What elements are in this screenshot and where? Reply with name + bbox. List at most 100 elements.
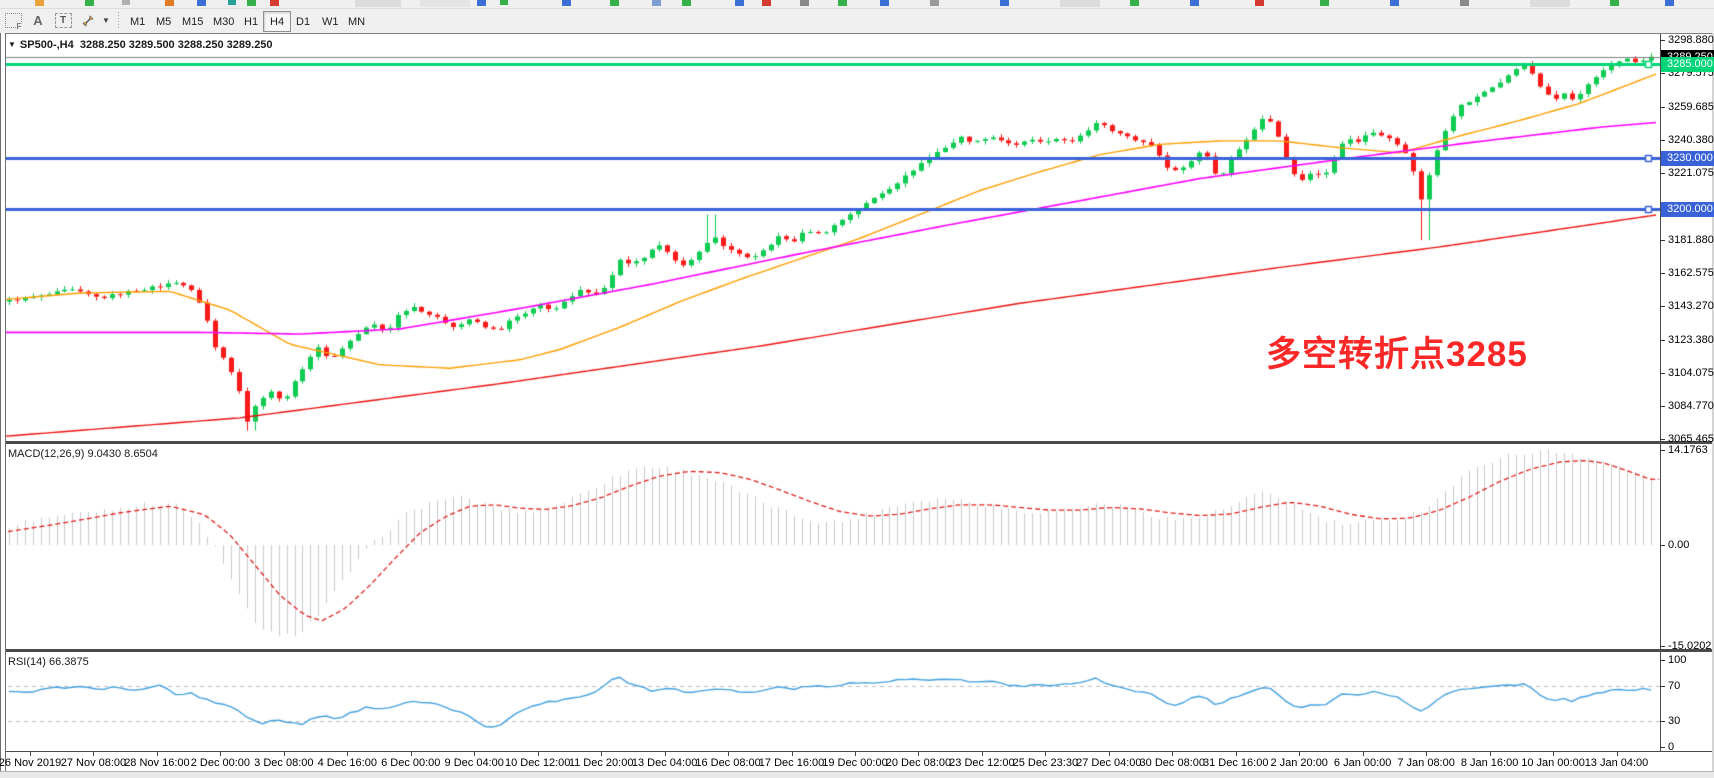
price-axis-border xyxy=(1660,34,1661,752)
clipped-upper-toolbar xyxy=(0,0,1714,9)
arrows-tool-icon[interactable] xyxy=(79,11,97,30)
toolbar-icon-fragment xyxy=(1665,0,1674,6)
symbol-dropdown-icon[interactable]: ▼ xyxy=(8,40,16,49)
timeframe-button-H1[interactable]: H1 xyxy=(244,15,259,28)
date-tick-mark xyxy=(474,752,476,756)
price-tick-mark xyxy=(1660,240,1665,242)
date-tick-mark xyxy=(537,752,539,756)
date-tick-mark xyxy=(283,752,285,756)
date-axis-label: 10 Jan 00:00 xyxy=(1521,757,1585,769)
text-box-tool-icon[interactable]: T xyxy=(53,11,73,30)
timeframe-button-M5[interactable]: M5 xyxy=(156,15,172,28)
date-axis-label: 27 Dec 04:00 xyxy=(1076,757,1142,769)
date-axis-label: 7 Jan 08:00 xyxy=(1397,757,1455,769)
toolbar-icon-fragment xyxy=(1320,0,1329,6)
date-tick-mark xyxy=(1362,752,1364,756)
date-tick-mark xyxy=(410,752,412,756)
timeframe-button-M30[interactable]: M30 xyxy=(213,15,235,28)
price-tick-mark xyxy=(1660,140,1665,142)
symbol-name: SP500-,H4 xyxy=(19,39,74,51)
rsi-axis-label: 100 xyxy=(1668,654,1687,666)
rsi-panel-canvas[interactable] xyxy=(0,652,1660,751)
toolbar-icon-fragment xyxy=(500,0,508,5)
price-axis-label: 3065.465 xyxy=(1668,433,1714,446)
price-tick-mark xyxy=(1660,439,1665,441)
toolbar-icon-fragment xyxy=(35,0,44,6)
timeframe-button-W1[interactable]: W1 xyxy=(322,15,339,28)
toolbar-icon-fragment xyxy=(652,0,661,6)
rsi-tick-mark xyxy=(1660,747,1665,748)
price-tick-mark xyxy=(1660,406,1665,408)
toolbar-icon-fragment xyxy=(1255,0,1264,6)
date-tick-mark xyxy=(1489,752,1491,756)
timeframe-button-MN[interactable]: MN xyxy=(348,15,366,28)
date-axis-label: 16 Dec 08:00 xyxy=(695,757,761,769)
toolbar-icon-fragment xyxy=(165,0,174,6)
date-axis-label: 25 Dec 23:30 xyxy=(1012,757,1079,769)
price-tick-mark xyxy=(1660,73,1665,75)
toolbar-icon-fragment xyxy=(355,0,401,7)
toolbar-icon-fragment xyxy=(1130,0,1139,6)
timeframe-button-D1[interactable]: D1 xyxy=(296,15,311,28)
toolbar-icon-fragment xyxy=(85,0,94,6)
rsi-tick-mark xyxy=(1660,686,1665,688)
price-axis-label: 3143.270 xyxy=(1668,300,1714,313)
toolbar-icon-fragment xyxy=(610,0,619,6)
toolbar-icon-fragment xyxy=(1460,0,1469,6)
date-axis-label: 30 Dec 08:00 xyxy=(1139,757,1205,769)
rsi-tick-mark xyxy=(1660,660,1665,661)
date-axis-label: 17 Dec 16:00 xyxy=(758,757,825,769)
ohlc-values: 3288.250 3289.500 3288.250 3289.250 xyxy=(79,39,273,51)
date-tick-mark xyxy=(1426,752,1428,756)
chart-annotation-text[interactable]: 多空转折点3285 xyxy=(1266,335,1528,374)
toolbar-icon-fragment xyxy=(562,0,571,6)
price-tick-mark xyxy=(1660,107,1665,109)
price-axis-label: 3240.380 xyxy=(1668,134,1714,147)
date-axis-label: 13 Dec 04:00 xyxy=(631,757,698,769)
toolbar-icon-fragment xyxy=(735,0,744,6)
toolbar-icon-fragment xyxy=(838,0,847,6)
toolbar-icon-fragment xyxy=(247,0,256,6)
tools-dropdown[interactable]: ▼ xyxy=(100,11,112,30)
date-tick-mark xyxy=(347,752,349,756)
toolbar-icon-fragment xyxy=(800,0,809,6)
date-tick-mark xyxy=(918,752,920,756)
date-axis-label: 3 Dec 08:00 xyxy=(254,757,314,769)
date-tick-mark xyxy=(1299,752,1301,756)
macd-axis-label: -15.0202 xyxy=(1668,639,1712,652)
price-badge: 3285.000 xyxy=(1661,56,1714,72)
macd-panel-canvas[interactable] xyxy=(0,444,1660,649)
price-axis-label: 3298.880 xyxy=(1668,34,1714,47)
date-tick-mark xyxy=(1616,752,1618,756)
date-axis-label: 2 Dec 00:00 xyxy=(190,757,251,769)
letter-a-icon: A xyxy=(33,13,43,28)
timeframe-button-M1[interactable]: M1 xyxy=(130,15,146,28)
date-axis-label: 26 Nov 2019 xyxy=(0,757,62,769)
price-badge: 3230.000 xyxy=(1661,151,1714,166)
date-tick-mark xyxy=(220,752,222,756)
price-tick-mark xyxy=(1660,273,1665,275)
panel-separator[interactable] xyxy=(0,441,1714,444)
price-tick-mark xyxy=(1660,40,1665,42)
price-badge: 3200.000 xyxy=(1661,202,1714,218)
rsi-tick-mark xyxy=(1660,720,1665,722)
date-tick-mark xyxy=(93,752,95,756)
price-axis-label: 3221.075 xyxy=(1668,167,1714,180)
indicator-grid-icon[interactable]: F xyxy=(2,11,24,31)
panel-separator[interactable] xyxy=(0,649,1714,652)
text-label-tool-icon[interactable]: A xyxy=(29,11,47,30)
timeframe-button-M15[interactable]: M15 xyxy=(182,15,204,28)
macd-tick-mark xyxy=(1660,545,1665,546)
macd-axis-label: 0.00 xyxy=(1668,539,1690,551)
toolbar-icon-fragment xyxy=(682,0,691,6)
date-axis-label: 28 Nov 16:00 xyxy=(124,757,190,769)
main-chart-canvas[interactable] xyxy=(0,34,1660,441)
date-tick-mark xyxy=(1108,752,1110,756)
price-axis-label: 3181.880 xyxy=(1668,234,1714,247)
date-tick-mark xyxy=(601,752,603,756)
date-axis-label: 8 Jan 16:00 xyxy=(1460,757,1519,769)
toolbar-icon-fragment xyxy=(122,0,130,5)
timeframe-button-H4[interactable]: H4 xyxy=(263,11,292,32)
price-axis-label: 3123.380 xyxy=(1668,334,1714,347)
